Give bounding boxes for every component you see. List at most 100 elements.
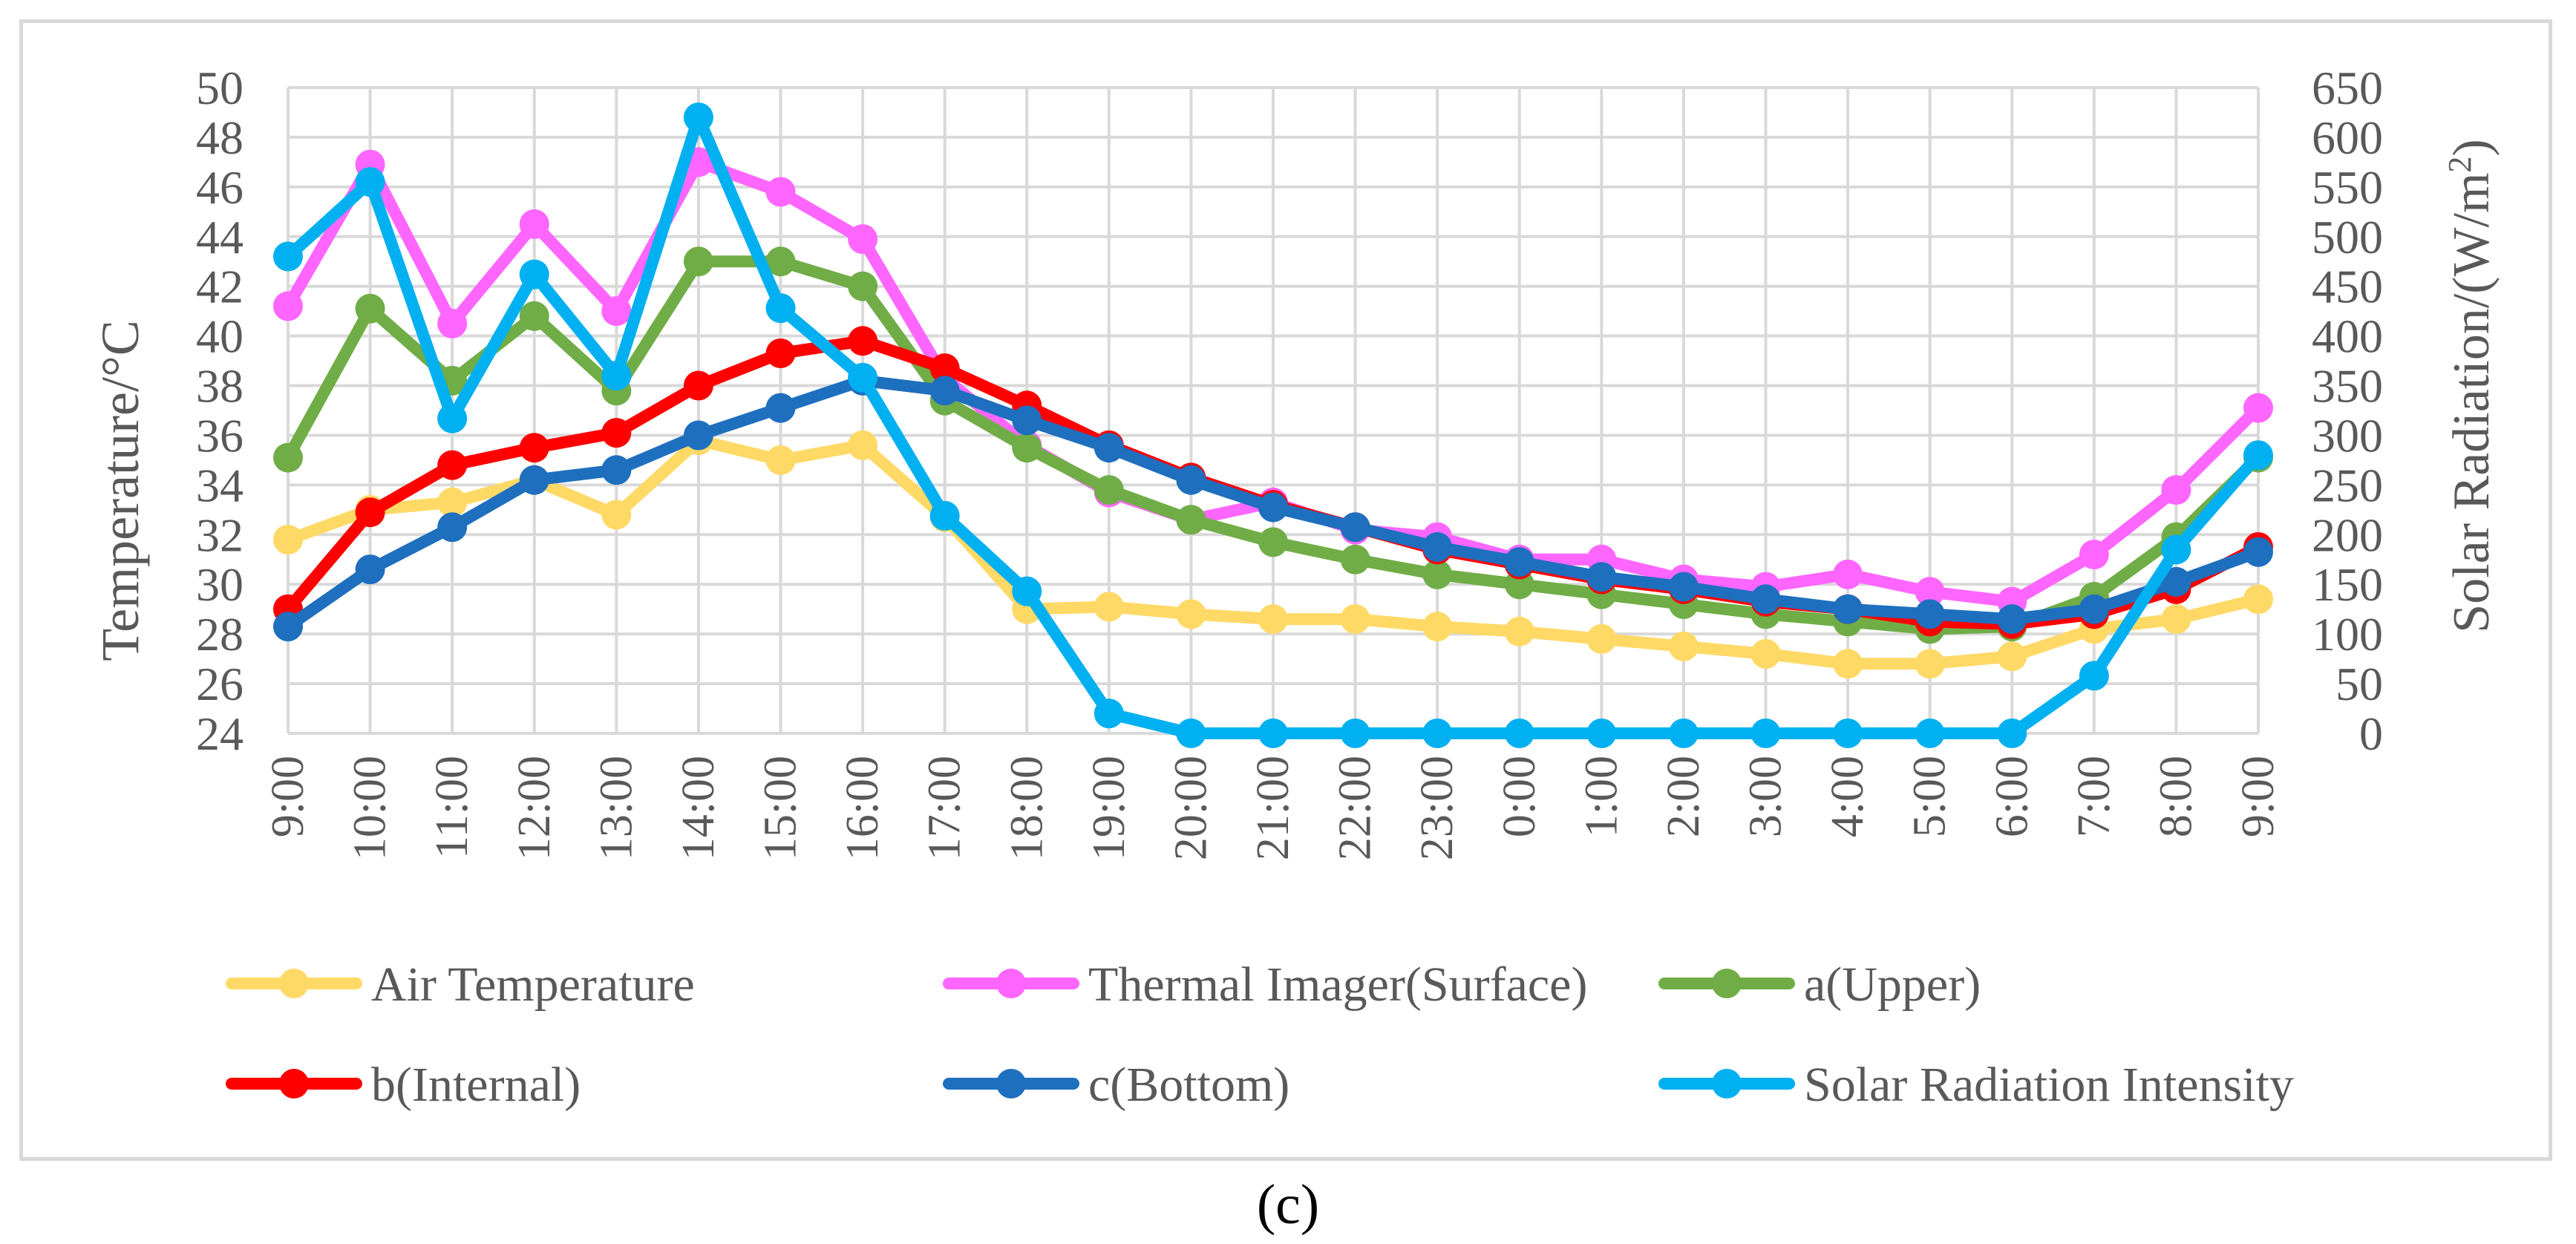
data-point-solar	[1094, 698, 1124, 729]
y-left-tick-label: 38	[196, 360, 243, 413]
x-tick-label: 15:00	[756, 756, 806, 860]
y-left-tick-label: 24	[196, 707, 243, 760]
data-point-bottom	[2243, 537, 2273, 567]
y-axis-label-right: Solar Radiation/(W/m2)	[2442, 139, 2500, 632]
data-point-bottom	[601, 455, 632, 485]
data-point-solar	[929, 500, 960, 531]
legend: Air Temperature Thermal Imager(Surface) a(…	[226, 957, 2294, 1112]
data-point-solar	[2243, 440, 2273, 471]
series-solar	[273, 102, 2273, 748]
data-point-solar	[601, 361, 632, 391]
x-tick-label: 19:00	[1084, 756, 1134, 860]
y-right-tick-label: 500	[2312, 211, 2383, 263]
x-tick-label: 18:00	[1001, 756, 1052, 860]
y-right-tick-label: 400	[2312, 310, 2383, 363]
data-point-upper	[848, 271, 878, 301]
data-point-bottom	[1422, 532, 1453, 563]
x-tick-label: 21:00	[1248, 756, 1298, 860]
data-point-solar	[273, 241, 303, 272]
x-tick-label: 13:00	[591, 756, 641, 860]
data-point-solar	[1915, 718, 1945, 748]
data-point-thermal	[2161, 475, 2191, 505]
y-left-tick-label: 48	[196, 111, 243, 164]
x-tick-label: 10:00	[345, 756, 396, 860]
y-right-tick-label: 300	[2312, 409, 2383, 462]
data-point-bottom	[1012, 405, 1042, 436]
data-point-solar	[765, 293, 796, 324]
x-tick-label: 6:00	[1987, 756, 2037, 837]
data-point-air	[1258, 604, 1288, 635]
data-point-bottom	[355, 554, 385, 585]
x-tick-label: 9:00	[2233, 756, 2284, 837]
data-point-upper	[765, 246, 796, 277]
legend-label: c(Bottom)	[1088, 1058, 1289, 1112]
y-right-tick-label: 650	[2312, 62, 2383, 114]
data-point-air	[1915, 649, 1945, 679]
data-point-thermal	[1915, 577, 1945, 607]
data-point-air	[1094, 592, 1124, 622]
legend-swatch-marker	[279, 969, 309, 998]
legend-item-internal: b(Internal)	[226, 1058, 581, 1112]
data-point-upper	[1258, 527, 1288, 557]
y-right-tick-label: 450	[2312, 261, 2383, 313]
data-point-solar	[355, 167, 385, 197]
x-tick-label: 3:00	[1741, 756, 1791, 837]
data-point-bottom	[1504, 547, 1534, 577]
data-point-bottom	[1258, 492, 1288, 523]
y-left-tick-label: 26	[196, 658, 243, 710]
x-tick-label: 11:00	[427, 756, 477, 859]
y-left-tick-label: 44	[196, 211, 243, 263]
data-point-solar	[1012, 576, 1042, 606]
x-tick-label: 16:00	[837, 756, 888, 860]
data-point-air	[848, 430, 878, 460]
data-point-solar	[848, 362, 878, 393]
x-tick-label: 9:00	[263, 756, 313, 837]
x-tick-label: 8:00	[2151, 756, 2201, 837]
legend-item-bottom: c(Bottom)	[943, 1058, 1289, 1112]
legend-item-solar: Solar Radiation Intensity	[1658, 1058, 2294, 1112]
y-axis-label-left: Temperature/°C	[91, 320, 150, 661]
data-point-internal	[848, 326, 878, 356]
y-right-tick-label: 0	[2359, 707, 2383, 760]
data-point-solar	[519, 259, 549, 289]
y-left-tick-label: 28	[196, 608, 243, 661]
data-point-bottom	[765, 393, 796, 423]
data-point-air	[601, 500, 632, 530]
y-right-tick-label: 50	[2335, 658, 2383, 710]
data-point-upper	[683, 246, 713, 277]
legend-item-thermal: Thermal Imager(Surface)	[943, 957, 1587, 1012]
x-tick-label: 20:00	[1166, 756, 1216, 860]
data-point-solar	[1997, 718, 2027, 748]
x-tick-label: 2:00	[1658, 756, 1709, 837]
data-point-internal	[683, 370, 713, 401]
x-tick-label: 5:00	[1905, 756, 1955, 837]
data-point-bottom	[2079, 594, 2109, 624]
data-point-internal	[355, 497, 385, 528]
y-right-tick-label: 600	[2312, 111, 2383, 164]
y-left-tick-label: 32	[196, 508, 243, 561]
data-point-solar	[1258, 718, 1288, 748]
chart-frame	[19, 19, 2552, 1161]
data-point-internal	[519, 433, 549, 463]
y2-label-superscript: 2	[2442, 157, 2478, 173]
data-point-bottom	[1586, 562, 1617, 592]
y-left-tick-label: 46	[196, 161, 243, 214]
y-right-tick-label: 350	[2312, 360, 2383, 413]
x-tick-label: 4:00	[1823, 756, 1873, 837]
data-point-bottom	[1997, 604, 2027, 635]
legend-swatch-marker	[279, 1069, 309, 1099]
data-point-internal	[437, 450, 468, 480]
data-point-air	[765, 445, 796, 475]
data-point-solar	[1504, 718, 1534, 748]
data-point-solar	[2161, 534, 2191, 565]
data-point-air	[1340, 604, 1370, 635]
data-point-solar	[1422, 718, 1453, 748]
data-point-thermal	[765, 177, 796, 207]
x-tick-label: 23:00	[1412, 756, 1462, 860]
legend-label: Air Temperature	[371, 957, 695, 1012]
data-point-air	[2161, 604, 2191, 635]
data-point-solar	[1668, 718, 1699, 748]
data-point-solar	[683, 102, 713, 133]
data-point-solar	[1586, 718, 1617, 748]
